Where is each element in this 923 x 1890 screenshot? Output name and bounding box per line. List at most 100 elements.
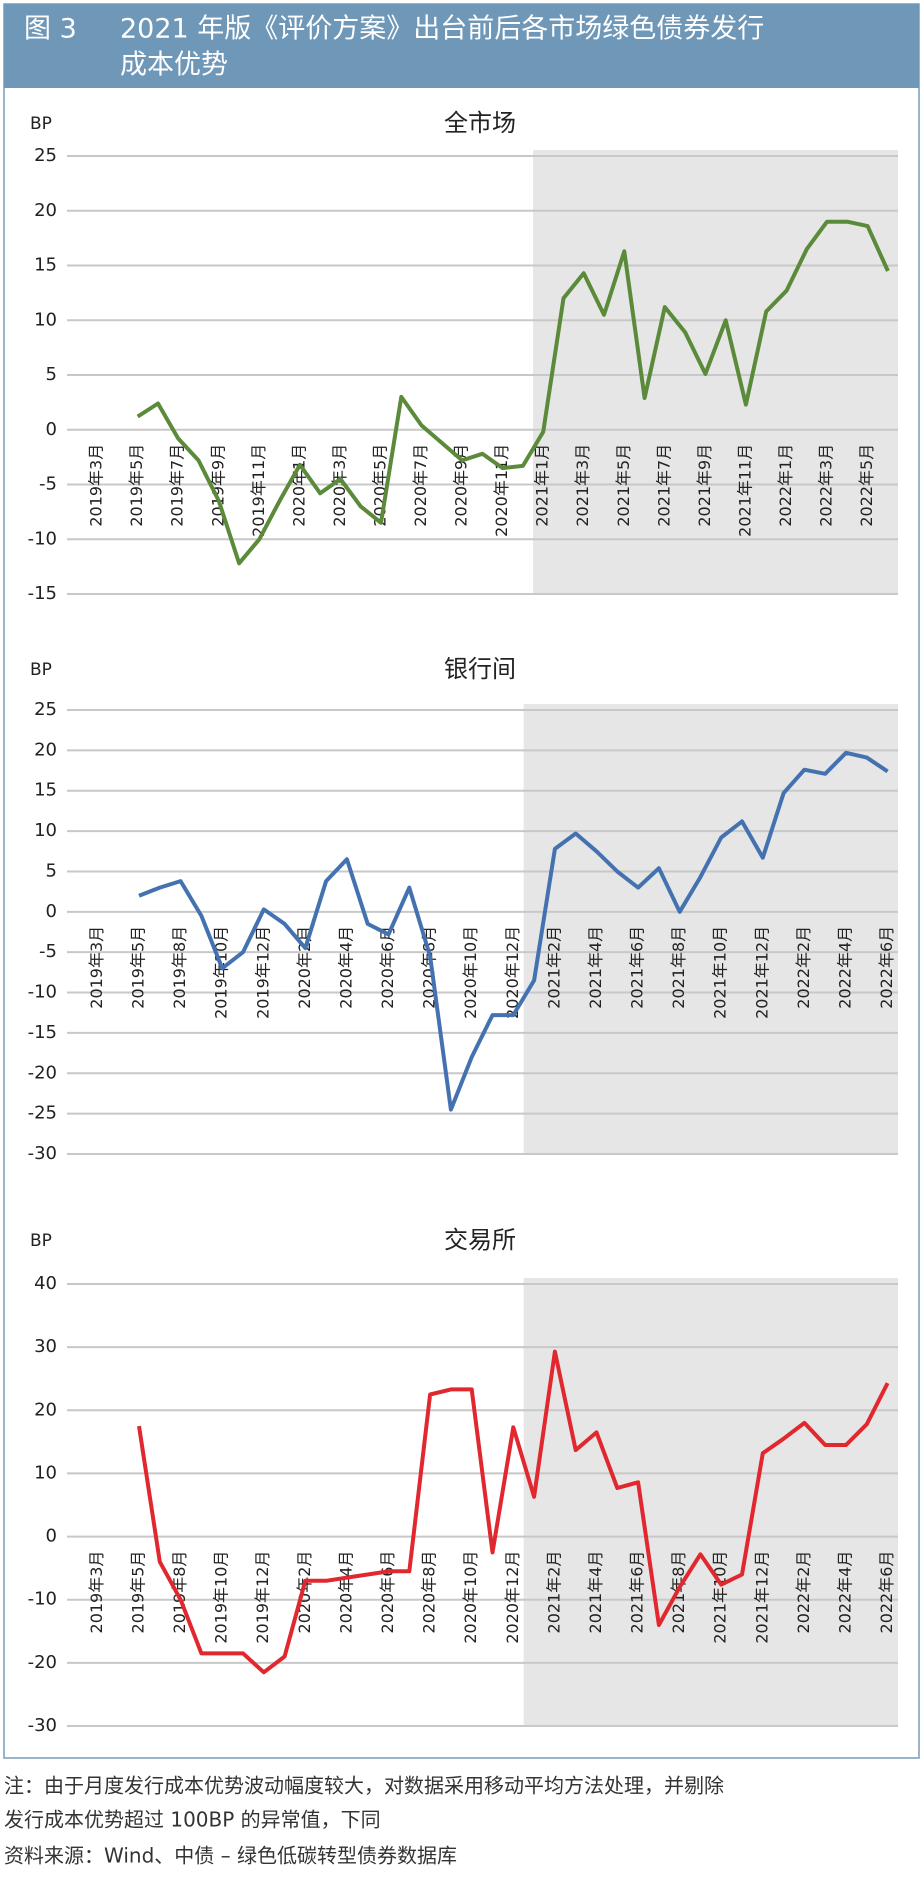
y-unit: BP — [30, 114, 52, 134]
header-band — [4, 4, 919, 88]
data-line — [138, 750, 889, 1112]
x-tick-label: 2021年12月 — [752, 1551, 771, 1644]
y-tick-label: -15 — [28, 1022, 57, 1043]
y-tick-label: -20 — [28, 1652, 57, 1673]
x-tick-label: 2022年4月 — [836, 926, 855, 1009]
y-tick-label: -5 — [39, 941, 57, 962]
x-tick-label: 2020年12月 — [503, 926, 522, 1019]
x-tick-label: 2021年2月 — [544, 1551, 563, 1634]
y-tick-label: 30 — [34, 1336, 57, 1357]
figure-label: 图 3 — [24, 14, 77, 45]
note: 注：由于月度发行成本优势波动幅度较大，对数据采用移动平均方法处理，并剔除 — [4, 1774, 724, 1798]
y-tick-label: 5 — [46, 364, 57, 385]
note: 资料来源：Wind、中债 – 绿色低碳转型债券数据库 — [4, 1844, 457, 1868]
shaded-period — [523, 704, 898, 1154]
x-tick-label: 2019年3月 — [87, 1551, 106, 1634]
x-tick-label: 2020年12月 — [503, 1551, 522, 1644]
x-tick-label: 2021年7月 — [654, 444, 673, 527]
y-tick-label: 40 — [34, 1273, 57, 1294]
y-tick-label: 5 — [46, 860, 57, 881]
x-tick-label: 2022年2月 — [794, 926, 813, 1009]
x-tick-label: 2020年8月 — [420, 1551, 439, 1634]
x-tick-label: 2019年12月 — [253, 1551, 272, 1644]
x-tick-label: 2021年6月 — [628, 1551, 647, 1634]
chart-title: 全市场 — [444, 109, 516, 137]
figure-title: 成本优势 — [120, 50, 228, 81]
x-tick-label: 2022年1月 — [776, 444, 795, 527]
x-tick-label: 2021年2月 — [544, 926, 563, 1009]
chart-title: 交易所 — [444, 1226, 516, 1254]
x-tick-label: 2020年2月 — [295, 1551, 314, 1634]
shaded-period — [523, 1278, 898, 1726]
y-tick-label: -5 — [39, 474, 57, 495]
x-tick-label: 2022年6月 — [877, 1551, 896, 1634]
x-tick-label: 2019年10月 — [212, 926, 231, 1019]
x-tick-label: 2019年5月 — [128, 1551, 147, 1634]
y-tick-label: 25 — [34, 699, 57, 720]
x-tick-label: 2022年6月 — [877, 926, 896, 1009]
x-tick-label: 2020年7月 — [411, 444, 430, 527]
y-tick-label: -10 — [28, 528, 57, 549]
data-line — [137, 1349, 890, 1675]
y-tick-label: -15 — [28, 583, 57, 604]
y-tick-label: 0 — [46, 901, 57, 922]
x-tick-label: 2022年2月 — [794, 1551, 813, 1634]
shaded-period — [533, 150, 898, 594]
x-tick-label: 2020年10月 — [461, 926, 480, 1019]
x-tick-label: 2019年7月 — [168, 444, 187, 527]
x-tick-label: 2021年3月 — [573, 444, 592, 527]
x-tick-label: 2021年10月 — [711, 1551, 730, 1644]
y-tick-label: -30 — [28, 1715, 57, 1736]
x-tick-label: 2019年10月 — [212, 1551, 231, 1644]
x-tick-label: 2020年2月 — [295, 926, 314, 1009]
x-tick-label: 2020年11月 — [492, 444, 511, 537]
y-tick-label: 15 — [34, 255, 57, 276]
x-tick-label: 2020年9月 — [452, 444, 471, 527]
x-tick-label: 2019年3月 — [87, 444, 106, 527]
y-tick-label: 0 — [46, 419, 57, 440]
x-tick-label: 2021年12月 — [752, 926, 771, 1019]
y-tick-label: 20 — [34, 200, 57, 221]
y-tick-label: 10 — [34, 309, 57, 330]
x-tick-label: 2021年1月 — [533, 444, 552, 527]
x-tick-label: 2019年12月 — [253, 926, 272, 1019]
x-tick-label: 2019年5月 — [127, 444, 146, 527]
x-tick-label: 2021年4月 — [586, 1551, 605, 1634]
y-unit: BP — [30, 1231, 52, 1251]
x-tick-label: 2021年8月 — [669, 926, 688, 1009]
x-tick-label: 2019年3月 — [87, 926, 106, 1009]
note: 发行成本优势超过 100BP 的异常值，下同 — [4, 1808, 381, 1832]
y-tick-label: -10 — [28, 982, 57, 1003]
x-tick-label: 2021年6月 — [628, 926, 647, 1009]
x-tick-label: 2019年5月 — [128, 926, 147, 1009]
y-tick-label: 20 — [34, 1399, 57, 1420]
x-tick-label: 2020年4月 — [336, 926, 355, 1009]
y-unit: BP — [30, 660, 52, 680]
x-tick-label: 2021年9月 — [695, 444, 714, 527]
y-tick-label: 25 — [34, 145, 57, 166]
x-tick-label: 2019年8月 — [170, 1551, 189, 1634]
y-tick-label: 10 — [34, 820, 57, 841]
y-tick-label: 0 — [46, 1526, 57, 1547]
x-tick-label: 2021年4月 — [586, 926, 605, 1009]
x-tick-label: 2022年4月 — [836, 1551, 855, 1634]
y-tick-label: 10 — [34, 1462, 57, 1483]
y-tick-label: -25 — [28, 1103, 57, 1124]
data-line — [136, 219, 890, 566]
figure-title: 2021 年版《评价方案》出台前后各市场绿色债券发行 — [120, 14, 764, 45]
x-tick-label: 2020年1月 — [289, 444, 308, 527]
x-tick-label: 2022年3月 — [817, 444, 836, 527]
x-tick-label: 2019年8月 — [170, 926, 189, 1009]
chart-title: 银行间 — [444, 655, 516, 683]
x-tick-label: 2020年4月 — [336, 1551, 355, 1634]
x-tick-label: 2020年6月 — [378, 1551, 397, 1634]
x-tick-label: 2020年6月 — [378, 926, 397, 1009]
y-tick-label: -10 — [28, 1589, 57, 1610]
y-tick-label: -30 — [28, 1143, 57, 1164]
x-tick-label: 2021年11月 — [735, 444, 754, 537]
y-tick-label: 15 — [34, 780, 57, 801]
x-tick-label: 2022年5月 — [857, 444, 876, 527]
x-tick-label: 2021年5月 — [614, 444, 633, 527]
x-tick-label: 2020年10月 — [461, 1551, 480, 1644]
y-tick-label: -20 — [28, 1062, 57, 1083]
